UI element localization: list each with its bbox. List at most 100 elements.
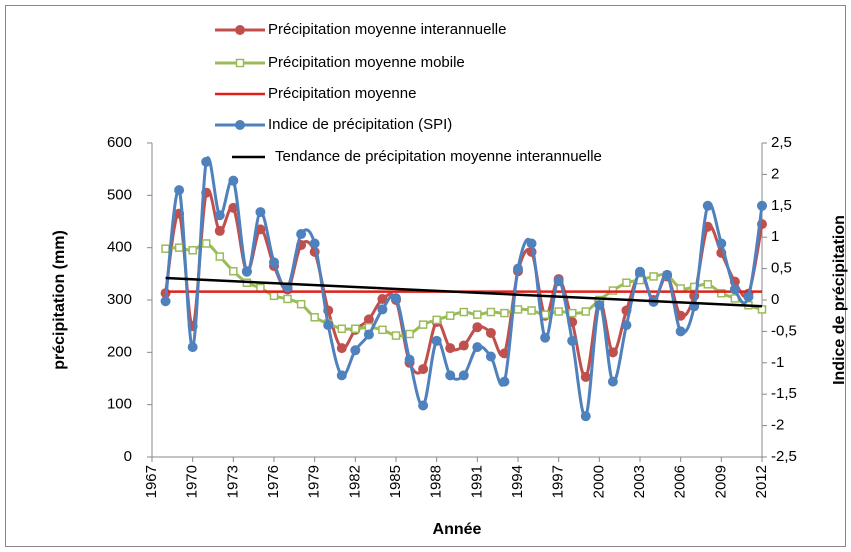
legend-label: Précipitation moyenne <box>268 85 416 102</box>
point <box>229 266 238 276</box>
point <box>703 280 713 289</box>
point <box>337 324 347 334</box>
point <box>283 294 292 304</box>
point <box>485 327 496 338</box>
point <box>350 345 361 356</box>
point <box>336 343 347 354</box>
x-tick-label: 1967 <box>143 465 160 498</box>
y2-tick-label: 0,5 <box>771 260 792 277</box>
point <box>581 307 591 316</box>
x-tick-label: 2003 <box>631 465 648 498</box>
point <box>580 411 591 422</box>
point <box>472 342 483 353</box>
x-tick-label: 1979 <box>306 465 323 498</box>
point <box>717 288 726 298</box>
point <box>160 296 171 307</box>
point <box>649 272 658 281</box>
y2-tick-label: 2 <box>771 165 779 182</box>
point <box>432 315 441 325</box>
point <box>445 370 456 381</box>
point <box>485 351 496 362</box>
x-tick-label: 2006 <box>672 465 689 498</box>
point <box>310 313 319 322</box>
point <box>378 325 387 335</box>
point <box>458 370 469 381</box>
y2-tick-label: -2,5 <box>771 448 797 465</box>
point <box>296 299 306 309</box>
point <box>391 293 401 304</box>
point <box>309 238 320 249</box>
legend-marker <box>235 25 245 35</box>
y-tick-label: 400 <box>107 239 132 256</box>
point <box>662 269 673 280</box>
x-tick-label: 1976 <box>265 465 282 498</box>
point <box>459 307 469 317</box>
y-axis-title: précipitation (mm) <box>51 230 68 370</box>
point <box>418 320 428 329</box>
point <box>458 340 469 351</box>
x-tick-label: 1970 <box>184 465 201 498</box>
point <box>323 320 334 331</box>
point <box>418 364 429 375</box>
point <box>214 210 225 221</box>
y2-tick-label: 0 <box>771 291 779 308</box>
point <box>269 291 279 301</box>
point <box>336 370 347 381</box>
legend-label: Précipitation moyenne mobile <box>268 54 465 71</box>
point <box>445 343 456 354</box>
point <box>554 307 563 316</box>
point <box>567 308 577 318</box>
point <box>161 244 170 253</box>
x-tick-label: 2000 <box>590 465 607 498</box>
point <box>363 329 374 340</box>
legend-marker <box>235 120 245 130</box>
series-line <box>165 276 763 308</box>
legend-label: Tendance de précipitation moyenne intera… <box>275 148 602 165</box>
point <box>526 238 537 249</box>
point <box>391 331 401 340</box>
point <box>201 239 211 248</box>
point <box>486 307 496 317</box>
y-tick-label: 100 <box>107 396 132 413</box>
point <box>716 238 727 249</box>
y2-tick-label: 1 <box>771 228 779 245</box>
y-tick-label: 300 <box>107 291 132 308</box>
point <box>553 276 564 287</box>
point <box>472 322 483 333</box>
point <box>351 324 360 334</box>
point <box>540 332 551 343</box>
y2-tick-label: -1 <box>771 354 784 371</box>
point <box>405 329 414 339</box>
point <box>635 266 645 277</box>
point <box>377 304 388 315</box>
y-tick-label: 500 <box>107 186 132 203</box>
y-tick-label: 600 <box>107 134 132 151</box>
x-tick-label: 1991 <box>468 465 485 498</box>
point <box>188 246 197 255</box>
x-tick-label: 2009 <box>712 465 729 498</box>
legend-label: Précipitation moyenne interannuelle <box>268 21 506 38</box>
point <box>201 156 212 167</box>
point <box>702 200 713 211</box>
x-axis-title: Année <box>433 521 482 538</box>
point <box>214 225 225 236</box>
point <box>187 342 198 353</box>
point <box>567 335 578 346</box>
point <box>363 314 374 325</box>
point <box>527 306 536 315</box>
point <box>743 291 754 302</box>
point <box>228 175 239 186</box>
y-tick-label: 200 <box>107 343 132 360</box>
point <box>255 207 266 218</box>
x-tick-label: 1997 <box>550 465 567 498</box>
x-tick-label: 1973 <box>224 465 241 498</box>
y2-tick-label: -0,5 <box>771 322 797 339</box>
point <box>607 347 618 358</box>
point <box>500 308 509 318</box>
point <box>513 263 523 274</box>
point <box>729 284 740 295</box>
point <box>622 278 631 287</box>
point <box>377 293 388 304</box>
